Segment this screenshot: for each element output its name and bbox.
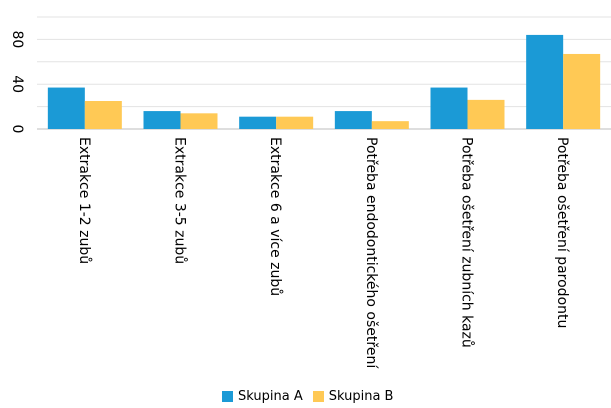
- bars: [47, 34, 601, 129]
- y-tick-label: 0: [9, 125, 25, 134]
- x-category-label: Extrakce 6 a více zubů: [267, 137, 283, 296]
- bar-series-b: [371, 121, 409, 129]
- x-category-label: Extrakce 3-5 zubů: [172, 137, 188, 264]
- y-tick-label: 40: [9, 75, 25, 93]
- bar-series-a: [526, 34, 564, 129]
- bar-series-b: [467, 99, 505, 129]
- bar-series-b: [180, 113, 218, 129]
- bar-series-a: [334, 111, 372, 129]
- legend-item-series-b: Skupina B: [312, 388, 394, 404]
- bar-series-a: [239, 116, 277, 129]
- bar-series-b: [563, 53, 601, 129]
- legend-label-series-b: Skupina B: [328, 388, 394, 404]
- y-tick-label: 80: [9, 30, 25, 48]
- bar-series-a: [430, 87, 468, 129]
- legend-item-series-a: Skupina A: [222, 389, 303, 404]
- bar-series-b: [276, 116, 314, 129]
- x-axis-labels: Extrakce 1-2 zubů Extrakce 3-5 zubů Extrak…: [76, 137, 570, 369]
- bar-series-a: [143, 111, 181, 129]
- x-category-label: Potřeba ošetření zubních kazů: [459, 137, 475, 348]
- bar-series-a: [47, 87, 85, 129]
- gridlines: [37, 16, 611, 130]
- legend-swatch-series-b: [312, 390, 324, 402]
- y-axis-ticks: 0 40 80: [9, 30, 25, 133]
- x-category-label: Potřeba ošetření parodontu: [554, 137, 570, 328]
- bar-series-b: [84, 101, 122, 129]
- x-category-label: Potřeba endodontického ošetření: [363, 137, 379, 369]
- legend-label-series-a: Skupina A: [238, 388, 303, 404]
- legend: Skupina A Skupina B: [222, 387, 403, 405]
- legend-swatch-series-a: [222, 390, 233, 402]
- x-category-label: Extrakce 1-2 zubů: [76, 137, 92, 264]
